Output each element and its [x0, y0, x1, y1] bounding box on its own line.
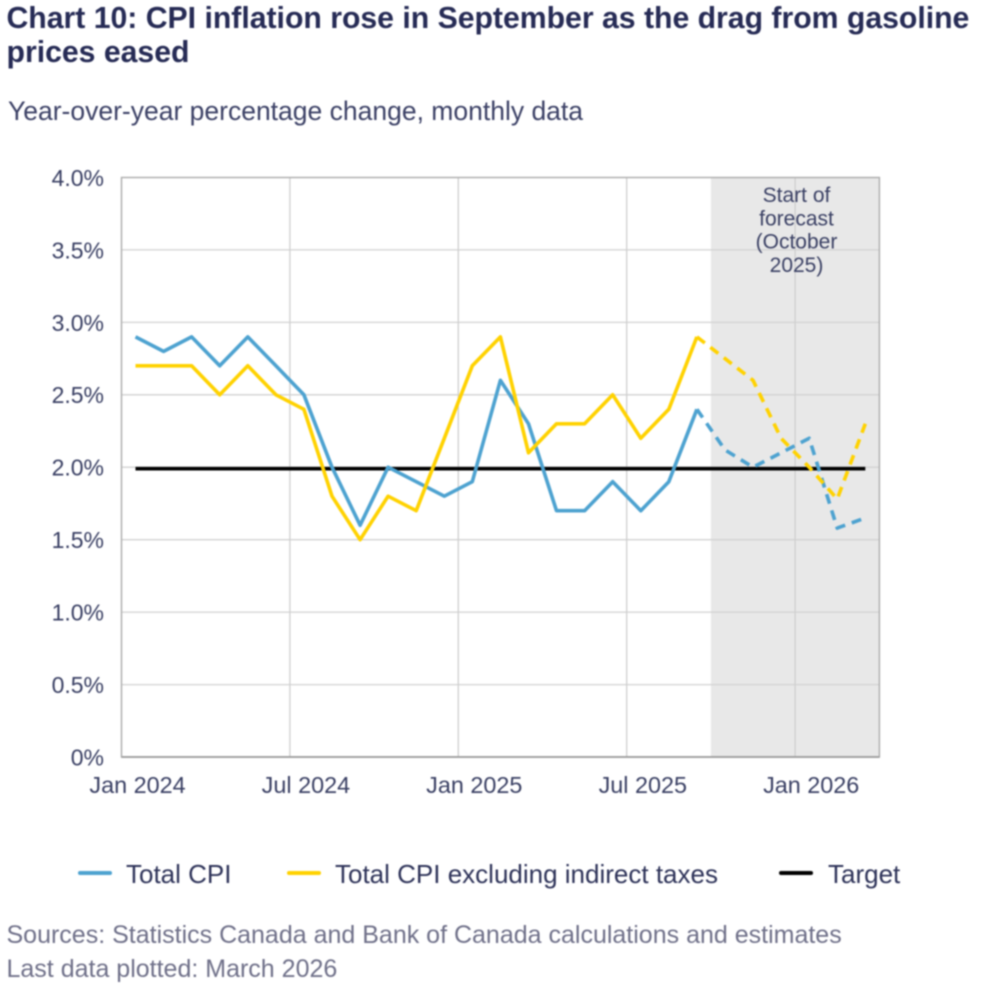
svg-text:4.0%: 4.0%: [52, 165, 104, 191]
svg-text:2025): 2025): [770, 254, 824, 277]
svg-text:0%: 0%: [71, 744, 104, 770]
svg-text:Jan 2026: Jan 2026: [763, 772, 859, 798]
svg-text:1.0%: 1.0%: [52, 600, 104, 626]
svg-text:Jan 2024: Jan 2024: [89, 772, 185, 798]
svg-text:Jan 2025: Jan 2025: [426, 772, 522, 798]
svg-text:Start of: Start of: [763, 184, 831, 207]
svg-text:2.0%: 2.0%: [52, 455, 104, 481]
svg-text:Jul 2025: Jul 2025: [599, 772, 687, 798]
svg-text:forecast: forecast: [759, 207, 834, 230]
svg-text:3.5%: 3.5%: [52, 237, 104, 263]
svg-text:(October: (October: [756, 231, 838, 254]
svg-text:1.5%: 1.5%: [52, 527, 104, 553]
svg-text:2.5%: 2.5%: [52, 382, 104, 408]
svg-text:Jul 2024: Jul 2024: [262, 772, 350, 798]
svg-text:0.5%: 0.5%: [52, 672, 104, 698]
svg-text:3.0%: 3.0%: [52, 310, 104, 336]
